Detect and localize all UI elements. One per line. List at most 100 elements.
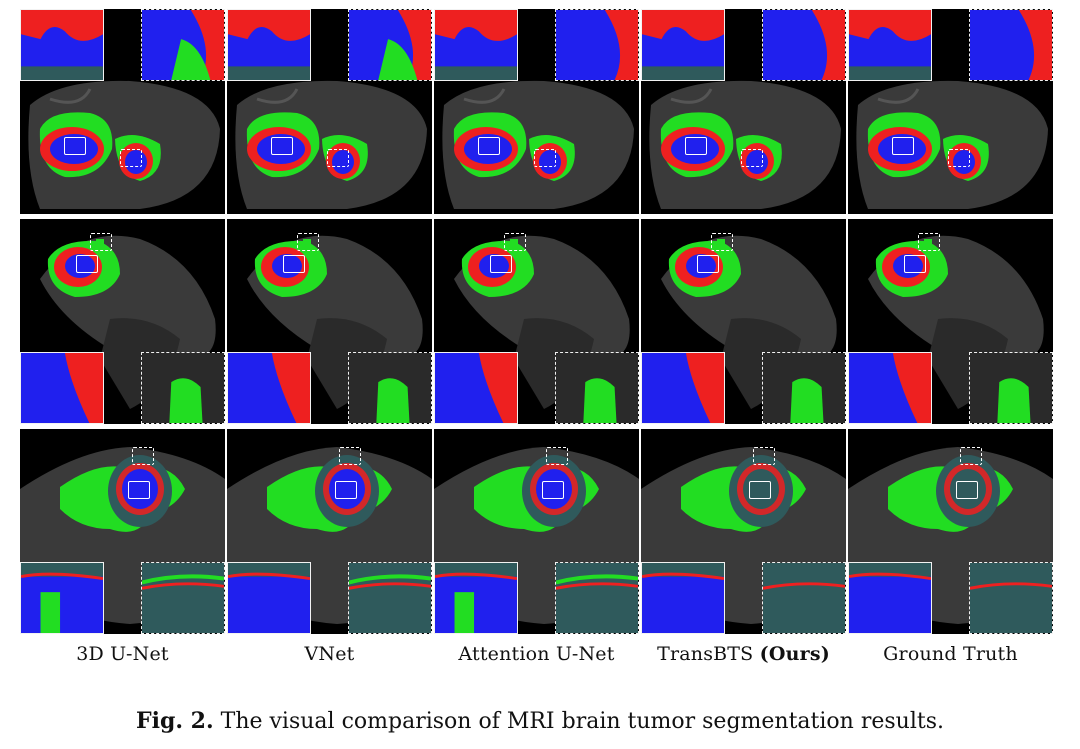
roi-box-dashed: [711, 233, 733, 251]
roi-box-dashed: [297, 233, 319, 251]
zoom-inset-dashed: [141, 9, 225, 81]
zoom-inset-dashed: [348, 562, 432, 634]
zoom-inset-solid: [641, 352, 725, 424]
caption-text: The visual comparison of MRI brain tumor…: [213, 709, 944, 734]
roi-box-solid: [335, 481, 357, 499]
result-tile-transbts-sagittal-case: [641, 219, 846, 424]
inset-image: [763, 563, 845, 633]
inset-image: [21, 353, 103, 423]
roi-box-dashed: [741, 149, 763, 167]
edema-region: [303, 239, 311, 249]
roi-box-dashed: [918, 233, 940, 251]
inset-image: [642, 353, 724, 423]
inset-image: [142, 353, 224, 423]
result-tile-unet3d-sagittal-case: [20, 219, 225, 424]
zoom-inset-solid: [227, 562, 311, 634]
necrotic-core-region: [257, 134, 305, 164]
edema-region: [510, 239, 518, 249]
zoom-inset-dashed: [555, 352, 639, 424]
column-label-transbts: TransBTS (Ours): [657, 643, 830, 665]
inset-image: [21, 10, 103, 80]
necrotic-core-region: [878, 134, 926, 164]
zoom-inset-dashed: [348, 352, 432, 424]
zoom-inset-dashed: [555, 562, 639, 634]
caption-prefix: Fig. 2.: [136, 708, 214, 734]
edema-region: [717, 239, 725, 249]
zoom-inset-dashed: [348, 9, 432, 81]
inset-image: [970, 353, 1052, 423]
column-label-attention-unet: Attention U-Net: [458, 643, 615, 665]
inset-image: [642, 563, 724, 633]
zoom-inset-dashed: [762, 562, 846, 634]
zoom-inset-solid: [848, 562, 932, 634]
inset-image: [349, 353, 431, 423]
ours-emphasis: (Ours): [759, 643, 830, 665]
result-tile-attention-axial-case: [434, 9, 639, 214]
result-tile-gt-axial-case: [848, 9, 1053, 214]
necrotic-core-region: [950, 469, 986, 509]
roi-box-dashed: [753, 447, 775, 465]
result-tile-vnet-coronal-case: [227, 429, 432, 634]
roi-box-solid: [76, 255, 98, 273]
roi-box-dashed: [90, 233, 112, 251]
zoom-inset-solid: [20, 562, 104, 634]
necrotic-core-region: [329, 469, 365, 509]
inset-image: [763, 10, 845, 80]
inset-image: [435, 353, 517, 423]
figure-caption: Fig. 2. The visual comparison of MRI bra…: [0, 708, 1080, 734]
zoom-inset-solid: [848, 352, 932, 424]
inset-image: [556, 10, 638, 80]
inset-image: [970, 563, 1052, 633]
result-tile-transbts-axial-case: [641, 9, 846, 214]
zoom-inset-dashed: [969, 562, 1053, 634]
roi-box-solid: [283, 255, 305, 273]
roi-box-dashed: [339, 447, 361, 465]
inset-image: [849, 563, 931, 633]
inset-image: [849, 353, 931, 423]
inset-image: [556, 563, 638, 633]
column-label-ground-truth: Ground Truth: [883, 643, 1018, 665]
column-label-vnet: VNet: [304, 643, 355, 665]
inset-image: [556, 353, 638, 423]
edema-region: [96, 239, 104, 249]
zoom-inset-dashed: [141, 352, 225, 424]
zoom-inset-solid: [227, 352, 311, 424]
roi-box-solid: [271, 137, 293, 155]
column-label-3d-unet: 3D U-Net: [76, 643, 169, 665]
zoom-inset-dashed: [762, 352, 846, 424]
zoom-inset-solid: [641, 9, 725, 81]
zoom-inset-solid: [434, 9, 518, 81]
inset-image: [349, 10, 431, 80]
result-tile-attention-sagittal-case: [434, 219, 639, 424]
roi-box-solid: [697, 255, 719, 273]
roi-box-solid: [478, 137, 500, 155]
roi-box-dashed: [948, 149, 970, 167]
zoom-inset-dashed: [969, 352, 1053, 424]
zoom-inset-solid: [20, 352, 104, 424]
roi-box-solid: [542, 481, 564, 499]
roi-box-dashed: [960, 447, 982, 465]
result-tile-unet3d-axial-case: [20, 9, 225, 214]
zoom-inset-dashed: [141, 562, 225, 634]
roi-box-dashed: [327, 149, 349, 167]
inset-image: [228, 10, 310, 80]
inset-image: [849, 10, 931, 80]
inset-image: [642, 10, 724, 80]
roi-box-dashed: [546, 447, 568, 465]
result-tile-vnet-sagittal-case: [227, 219, 432, 424]
result-tile-attention-coronal-case: [434, 429, 639, 634]
zoom-inset-solid: [434, 562, 518, 634]
roi-box-dashed: [534, 149, 556, 167]
result-tile-gt-coronal-case: [848, 429, 1053, 634]
inset-image: [763, 353, 845, 423]
inset-image: [228, 563, 310, 633]
edema-region: [924, 239, 932, 249]
zoom-inset-solid: [227, 9, 311, 81]
inset-image: [970, 10, 1052, 80]
inset-image: [435, 10, 517, 80]
roi-box-dashed: [504, 233, 526, 251]
roi-box-solid: [64, 137, 86, 155]
zoom-inset-solid: [848, 9, 932, 81]
necrotic-core-region: [50, 134, 98, 164]
necrotic-core-region: [122, 469, 158, 509]
